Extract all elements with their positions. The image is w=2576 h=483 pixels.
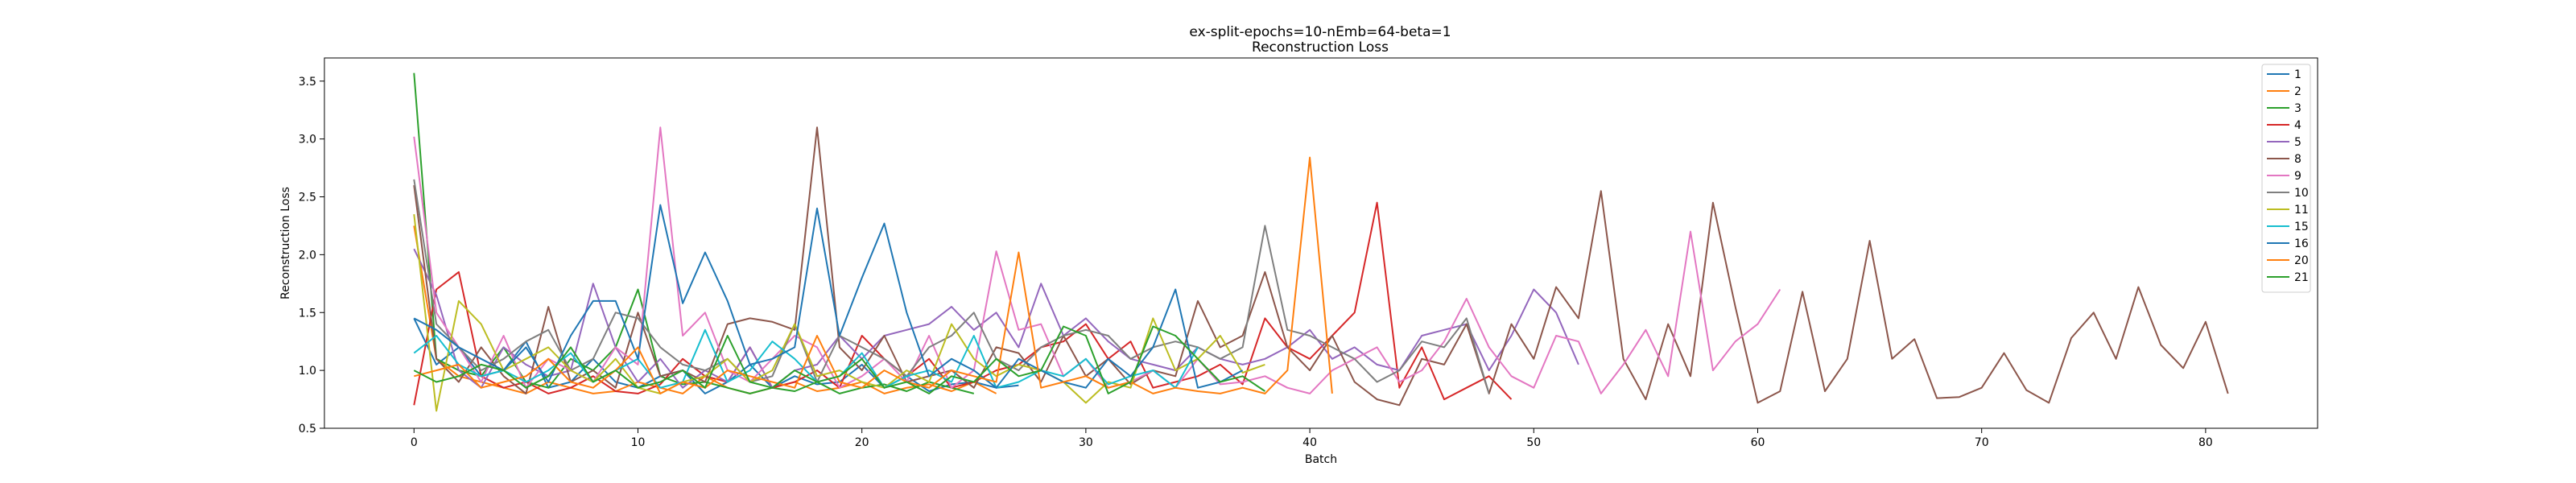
x-tick-label: 30 [1079,436,1093,449]
y-tick-label: 2.0 [299,249,316,262]
series-line-15 [413,328,1199,389]
legend-label: 10 [2294,187,2309,200]
series-line-20 [414,156,1333,394]
legend-label: 8 [2294,153,2301,166]
series-line-8 [413,126,2229,407]
legend-label: 5 [2294,136,2301,149]
legend-label: 1 [2294,68,2301,81]
x-tick-label: 80 [2198,436,2213,449]
x-tick-label: 20 [855,436,869,449]
x-tick-label: 50 [1526,436,1541,449]
legend-label: 3 [2294,102,2301,115]
y-axis-label: Reconstruction Loss [279,187,292,299]
legend-label: 15 [2294,221,2309,233]
y-tick-label: 1.5 [299,307,316,320]
x-tick-label: 70 [1975,436,1989,449]
x-tick-label: 10 [631,436,646,449]
y-tick-label: 3.5 [299,76,316,89]
x-axis-label: Batch [1305,453,1337,466]
legend: 1 2 3 4 5 8 9 10 11 15 16 20 21 [2261,64,2311,293]
plot-frame [324,57,2318,429]
legend-label: 2 [2294,85,2301,98]
chart-title: ex-split-epochs=10-nEmb=64-beta=1 [1189,24,1451,40]
x-tick-label: 40 [1302,436,1317,449]
legend-label: 21 [2294,271,2309,284]
x-axis: 0 10 20 30 40 50 60 70 80 [411,428,2213,449]
series-line-16 [413,204,1244,389]
series-line-5 [413,248,1579,389]
legend-label: 9 [2294,170,2301,183]
y-axis: 0.5 1.0 1.5 2.0 2.5 3.0 3.5 [299,76,324,436]
series-line-10 [413,179,1490,394]
series-line-3 [413,72,975,394]
series-line-21 [413,325,1265,394]
y-tick-label: 3.0 [299,134,316,147]
y-tick-label: 2.5 [299,192,316,204]
legend-label: 4 [2294,119,2301,132]
y-tick-label: 0.5 [299,423,316,436]
x-tick-label: 0 [411,436,418,449]
plot-area [413,72,2229,412]
y-tick-label: 1.0 [299,365,316,378]
x-tick-label: 60 [1751,436,1765,449]
legend-label: 16 [2294,237,2309,250]
chart-subtitle: Reconstruction Loss [1252,39,1389,56]
legend-label: 11 [2294,204,2309,217]
legend-label: 20 [2294,254,2309,267]
legend-box [2261,64,2311,293]
